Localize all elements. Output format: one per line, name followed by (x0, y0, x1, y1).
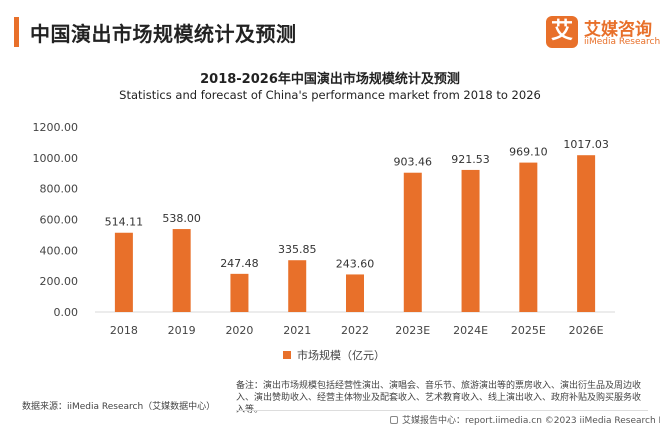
bar (519, 162, 538, 312)
x-tick-label: 2022 (341, 324, 369, 337)
x-tick-label: 2025E (511, 324, 546, 337)
logo-mark-icon: 艾 (546, 16, 578, 48)
bar (288, 260, 307, 312)
copyright-text: 艾媒报告中心：report.iimedia.cn ©2023 iiMedia R… (402, 416, 660, 426)
chart-legend: 市场规模（亿元） (283, 347, 385, 363)
copyright-footer: 艾媒报告中心：report.iimedia.cn ©2023 iiMedia R… (390, 413, 660, 426)
logo-name-en: iiMedia Research (584, 37, 660, 47)
y-tick-label: 400.00 (40, 244, 79, 257)
bar (230, 273, 249, 312)
data-source: 数据来源：iiMedia Research（艾媒数据中心） (22, 402, 216, 412)
page-header: 中国演出市场规模统计及预测 (0, 0, 660, 66)
bar (461, 169, 480, 312)
x-tick-label: 2026E (569, 324, 604, 337)
data-label: 514.11 (105, 216, 144, 229)
data-label: 1017.03 (563, 138, 609, 151)
x-tick-label: 2021 (283, 324, 311, 337)
data-label: 335.85 (278, 243, 317, 256)
bar (346, 274, 364, 312)
legend-label: 市场规模（亿元） (297, 349, 385, 362)
bar (403, 172, 422, 312)
data-label: 538.00 (162, 212, 201, 225)
y-tick-label: 0.00 (54, 306, 79, 319)
y-tick-label: 1000.00 (33, 152, 79, 165)
y-tick-label: 800.00 (40, 183, 79, 196)
logo-name-cn: 艾媒咨询 (584, 20, 652, 40)
data-label: 969.10 (509, 146, 548, 159)
title-accent-bar (14, 17, 19, 47)
bar (114, 232, 133, 312)
x-tick-label: 2024E (453, 324, 488, 337)
data-label: 903.46 (394, 156, 433, 169)
chart-title: 2018-2026年中国演出市场规模统计及预测 (200, 72, 460, 87)
data-label: 243.60 (336, 257, 375, 270)
brand-logo: 艾 艾媒咨询 iiMedia Research (546, 14, 660, 54)
bar (577, 155, 596, 312)
x-tick-label: 2018 (110, 324, 138, 337)
page-title: 中国演出市场规模统计及预测 (30, 22, 297, 46)
footer-divider (236, 410, 648, 411)
chart-subtitle: Statistics and forecast of China's perfo… (119, 88, 541, 102)
legend-swatch (283, 351, 291, 359)
x-tick-label: 2020 (225, 324, 253, 337)
y-tick-label: 200.00 (40, 275, 79, 288)
y-tick-label: 1200.00 (33, 121, 79, 134)
report-icon (390, 415, 398, 424)
x-tick-label: 2019 (168, 324, 196, 337)
data-label: 921.53 (451, 153, 490, 166)
x-tick-label: 2023E (395, 324, 430, 337)
bar (172, 229, 191, 312)
data-label: 247.48 (220, 257, 259, 270)
y-tick-label: 600.00 (40, 214, 79, 227)
